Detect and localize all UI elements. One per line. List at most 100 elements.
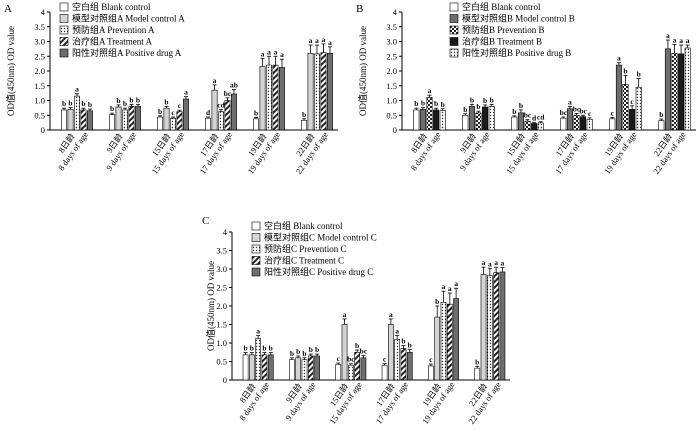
- legend-swatch: [449, 37, 459, 46]
- significance-label: b: [519, 101, 523, 110]
- bar: [314, 53, 320, 131]
- y-axis-label: OD值(450nm) OD value: [5, 26, 16, 116]
- panel-b: B 0 0.5 1.0 1.5 2.0 2.5 3.0 3.5 4 OD值(450nm) OD va…: [356, 1, 696, 176]
- legend-label: 治疗组B Treatment B: [462, 36, 542, 47]
- bar: [253, 118, 259, 131]
- bar: [176, 111, 183, 131]
- y-tick-label: 1.0: [216, 338, 227, 348]
- significance-label: a: [501, 259, 505, 268]
- bar: [511, 116, 518, 131]
- bar: [428, 365, 434, 381]
- significance-label: b: [483, 96, 487, 105]
- significance-label: c: [178, 101, 182, 110]
- bar: [560, 117, 567, 131]
- significance-label: bc: [560, 108, 568, 117]
- legend-swatch: [59, 14, 69, 23]
- significance-label: bc: [579, 106, 587, 115]
- bar: [413, 109, 420, 131]
- bar: [163, 107, 170, 131]
- y-tick-label: 0.5: [34, 110, 45, 120]
- bar: [301, 119, 307, 131]
- significance-label: a: [686, 36, 690, 45]
- y-tick-label: 2.0: [216, 301, 227, 311]
- legend-label: 空白组 Blank control: [264, 220, 343, 231]
- significance-label: b: [68, 99, 72, 108]
- panel-a: A 0 0.5 1.0 1.5 2.0 2.5 3.0 3.5 4 OD值(450nm) OD va…: [4, 1, 338, 176]
- bar: [335, 364, 342, 381]
- bar: [434, 316, 441, 381]
- legend-swatch: [449, 25, 459, 35]
- bar: [446, 303, 453, 381]
- bar: [388, 324, 394, 381]
- bar: [629, 109, 636, 131]
- y-tick-label: 4: [223, 227, 228, 237]
- significance-label: c: [630, 97, 634, 106]
- legend-swatch: [59, 37, 69, 46]
- bar: [360, 357, 367, 381]
- bar: [684, 47, 691, 131]
- significance-label: a: [389, 310, 393, 319]
- significance-label: ab: [230, 81, 238, 90]
- bar: [341, 324, 348, 381]
- x-tick-label: 8日龄8 days of age: [48, 124, 90, 173]
- significance-label: a: [673, 35, 677, 44]
- bar: [439, 110, 446, 131]
- significance-label: a: [322, 35, 326, 44]
- bar: [109, 114, 115, 131]
- legend-swatch: [449, 14, 459, 23]
- bar: [406, 351, 413, 381]
- significance-label: a: [328, 38, 332, 47]
- significance-label: b: [475, 357, 479, 366]
- y-axis-label: OD值(450nm) OD value: [357, 26, 368, 116]
- significance-label: a: [494, 258, 498, 267]
- bar: [80, 109, 87, 131]
- bar: [537, 122, 544, 131]
- bar: [314, 355, 320, 381]
- bar: [482, 106, 489, 131]
- significance-label: cd: [537, 113, 545, 122]
- y-tick-label: 1.0: [386, 96, 397, 106]
- y-tick-label: 3.5: [34, 22, 45, 32]
- bar: [267, 354, 274, 381]
- significance-label: b: [116, 96, 120, 105]
- panel-letter: A: [4, 3, 12, 15]
- bar: [347, 364, 354, 381]
- significance-label: b: [243, 344, 247, 353]
- bar: [272, 64, 279, 131]
- x-tick-label: 22日龄22 days of age: [458, 374, 503, 426]
- bar: [664, 48, 671, 131]
- significance-label: d: [532, 113, 537, 122]
- legend-label: 模型对照组A Model control A: [72, 13, 185, 24]
- y-tick-label: 1.5: [216, 320, 227, 330]
- y-tick-label: 3.0: [216, 264, 227, 274]
- legend-swatch: [449, 2, 459, 12]
- significance-label: b: [136, 95, 140, 104]
- y-tick-label: 0.5: [216, 357, 227, 367]
- significance-label: a: [256, 327, 260, 336]
- significance-label: b: [421, 99, 425, 108]
- x-tick-label: 8日龄8 days of age: [400, 124, 442, 173]
- bar: [301, 359, 308, 381]
- bar: [622, 83, 629, 131]
- significance-label: a: [309, 36, 313, 45]
- x-tick-label: 19日龄19 days of age: [594, 124, 639, 176]
- bar: [135, 106, 141, 131]
- legend-swatch: [251, 244, 261, 254]
- significance-label: b: [254, 108, 258, 117]
- significance-label: b: [435, 297, 439, 306]
- legend-label: 预防组A Prevention A: [72, 24, 155, 35]
- significance-label: b: [88, 100, 92, 109]
- x-tick-label: 17日龄17 days of age: [545, 124, 590, 176]
- bar: [615, 64, 622, 131]
- significance-label: c: [171, 108, 175, 117]
- y-tick-label: 2.5: [216, 283, 227, 293]
- bar: [394, 338, 401, 381]
- legend-swatch: [59, 48, 69, 58]
- bar: [488, 106, 495, 131]
- significance-label: b: [401, 337, 405, 346]
- significance-label: b: [659, 110, 663, 119]
- bar: [580, 116, 587, 131]
- significance-label: b: [123, 99, 127, 108]
- bar: [609, 118, 616, 131]
- bar: [635, 86, 642, 131]
